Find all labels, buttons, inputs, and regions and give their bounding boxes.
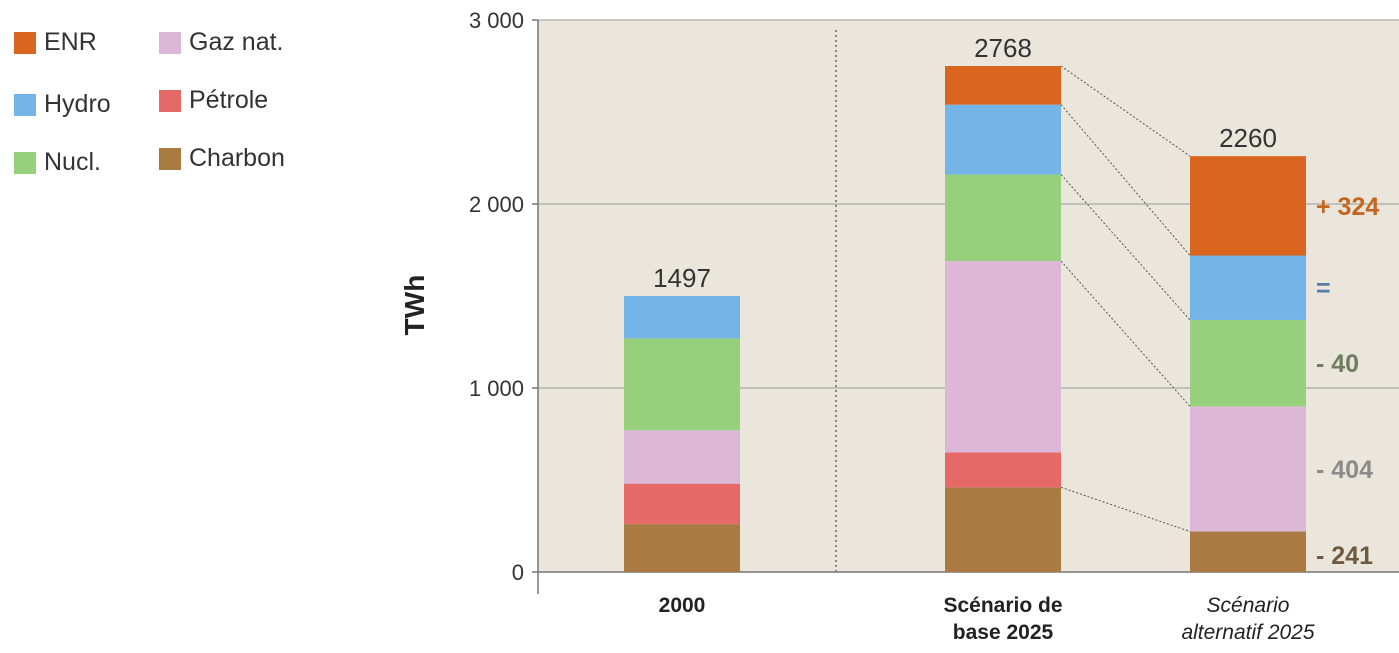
- legend-item-hydro: Hydro: [14, 90, 111, 119]
- x-axis-labels: 2000 Scénario de base 2025 Scénario alternat…: [659, 594, 1315, 644]
- x-tick-label: 2000: [659, 594, 706, 617]
- legend-swatch-enr: [14, 31, 36, 54]
- legend-item-charbon: Charbon: [159, 144, 285, 173]
- change-annotation: - 241: [1316, 542, 1373, 570]
- bar-segment-charbon: [1190, 531, 1306, 572]
- x-tick-label: Scénario: [1207, 594, 1290, 617]
- legend-swatch-hydro: [14, 93, 36, 116]
- bar-segment-hydro: [624, 296, 740, 339]
- bar-segment-petrole: [624, 483, 740, 525]
- bar-segment-nucl: [945, 174, 1061, 262]
- change-annotations: + 324 = - 40 - 404 - 241: [1316, 193, 1379, 570]
- legend-label: Pétrole: [189, 86, 269, 114]
- y-axis-label: TWh: [399, 275, 430, 336]
- y-axis-ticks: 0 1 000 2 000 3 000: [469, 8, 538, 585]
- bar-segment-nucl: [1190, 319, 1306, 407]
- total-label: 2260: [1219, 123, 1277, 153]
- bars: [624, 66, 1306, 572]
- bar-segment-enr: [1190, 156, 1306, 256]
- bar-segment-gaz: [945, 261, 1061, 453]
- legend-item-petrole: Pétrole: [159, 86, 268, 115]
- x-tick-label: Scénario de: [943, 594, 1062, 617]
- bar-segment-gaz: [1190, 406, 1306, 532]
- connector-line: [1060, 486, 1191, 532]
- legend-item-gaz: Gaz nat.: [159, 28, 284, 57]
- connector-line: [1060, 260, 1191, 407]
- legend-item-enr: ENR: [14, 28, 97, 57]
- bar-segment-charbon: [945, 487, 1061, 572]
- bar-segment-petrole: [945, 452, 1061, 488]
- legend-swatch-charbon: [159, 147, 181, 170]
- legend-label: ENR: [44, 28, 97, 56]
- bar-segment-nucl: [624, 338, 740, 431]
- bar-segment-hydro: [1190, 255, 1306, 320]
- y-tick-label: 3 000: [469, 8, 524, 33]
- legend-label: Nucl.: [44, 148, 101, 176]
- legend-swatch-nucl: [14, 151, 36, 174]
- bar-segment-hydro: [945, 104, 1061, 175]
- legend: ENR Gaz nat. Hydro Pétrole Nucl. Charbon: [14, 28, 354, 198]
- bar-segment-charbon: [624, 524, 740, 572]
- y-tick-label: 2 000: [469, 192, 524, 217]
- legend-item-nucl: Nucl.: [14, 148, 101, 177]
- legend-label: Charbon: [189, 144, 285, 172]
- total-label: 1497: [653, 263, 711, 293]
- change-annotation: + 324: [1316, 193, 1379, 221]
- legend-label: Hydro: [44, 90, 111, 118]
- x-tick-label: alternatif 2025: [1181, 621, 1314, 644]
- y-tick-label: 0: [512, 560, 524, 585]
- legend-swatch-petrole: [159, 89, 181, 112]
- y-tick-label: 1 000: [469, 376, 524, 401]
- connector-lines: [1060, 65, 1191, 532]
- change-annotation: =: [1316, 275, 1331, 303]
- bar-segment-enr: [945, 66, 1061, 105]
- total-labels: 1497 2768 2260: [653, 33, 1277, 293]
- connector-line: [1060, 104, 1191, 256]
- total-label: 2768: [974, 33, 1032, 63]
- connector-line: [1060, 174, 1191, 321]
- legend-label: Gaz nat.: [189, 28, 284, 56]
- change-annotation: - 404: [1316, 456, 1373, 484]
- change-annotation: - 40: [1316, 350, 1359, 378]
- legend-swatch-gaz: [159, 31, 181, 54]
- bar-segment-gaz: [624, 430, 740, 484]
- x-tick-label: base 2025: [953, 621, 1054, 644]
